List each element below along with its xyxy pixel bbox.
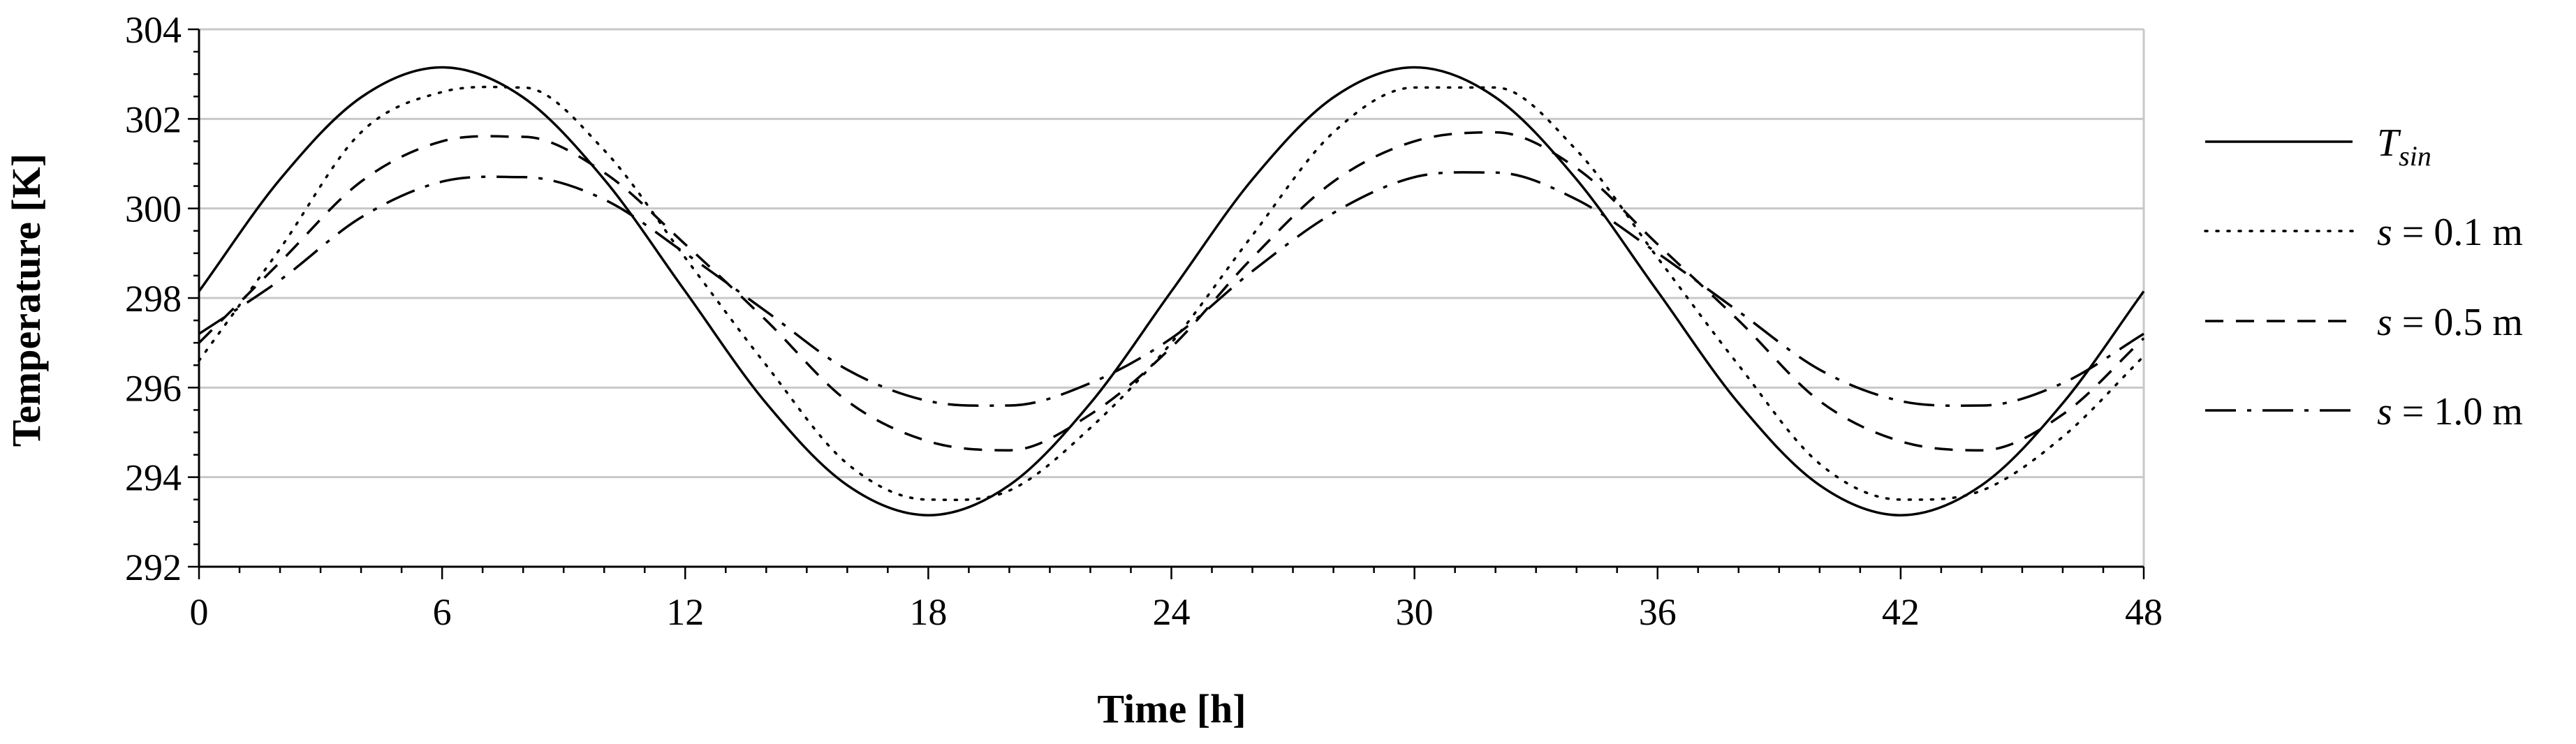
x-tick-label: 12: [666, 591, 704, 633]
y-tick-label: 292: [125, 546, 182, 588]
series-line-2: [198, 85, 2145, 501]
legend-label-2: s = 0.1 m: [2377, 211, 2523, 254]
legend-label-4: s = 1.0 m: [2377, 390, 2523, 433]
legend: Tsin s = 0.1 m s = 0.5 m s = 1.0 m: [2204, 121, 2523, 433]
legend-label-3: s = 0.5 m: [2377, 301, 2523, 344]
y-tick-label: 304: [125, 9, 182, 51]
series-line-3: [198, 131, 2145, 452]
x-tick-label: 6: [433, 591, 452, 633]
y-tick-label: 296: [125, 367, 182, 409]
y-tick-label: 298: [125, 278, 182, 320]
y-axis-title: Temperature [K]: [3, 154, 49, 447]
series-group: [198, 66, 2145, 516]
y-tick-label: 294: [125, 457, 182, 499]
series-line-1: [198, 66, 2145, 516]
y-tick-label: 300: [125, 188, 182, 230]
gridlines: [199, 28, 2145, 567]
x-tick-label: 30: [1396, 591, 1434, 633]
x-tick-label: 48: [2125, 591, 2163, 633]
x-tick-label: 42: [1882, 591, 1920, 633]
x-tick-label: 36: [1639, 591, 1677, 633]
series-line-4: [198, 171, 2144, 407]
x-axis-title: Time [h]: [1097, 686, 1246, 731]
legend-label-1: Tsin: [2377, 121, 2431, 172]
tick-labels: 0 6 12 18 24 30 36 42 48 292 294 296 298 300 302 304: [125, 9, 2163, 633]
x-tick-label: 0: [190, 591, 209, 633]
x-tick-label: 18: [909, 591, 947, 633]
axes: [188, 28, 2145, 579]
y-tick-label: 302: [125, 98, 182, 140]
x-tick-label: 24: [1153, 591, 1191, 633]
